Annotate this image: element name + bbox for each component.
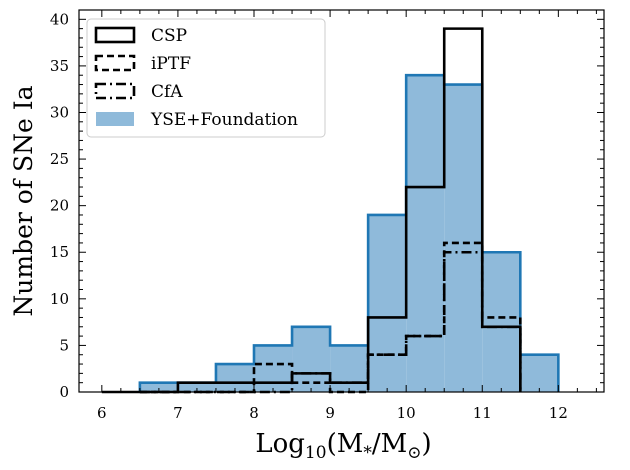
x-tick-label: 7 — [173, 404, 183, 422]
legend-item-iptf: iPTF — [94, 54, 191, 74]
legend-item-cfa: CfA — [94, 82, 183, 102]
y-tick-label: 15 — [50, 243, 69, 261]
yse-foundation-bar — [444, 84, 483, 392]
y-tick-labels: 0 5 10 15 20 25 30 35 40 — [50, 10, 69, 401]
x-label-end: ) — [421, 429, 431, 459]
x-tick-labels: 6 7 8 9 10 11 12 — [97, 404, 568, 422]
legend-item-csp: CSP — [94, 26, 187, 46]
legend-label: CfA — [151, 82, 183, 102]
y-tick-label: 25 — [50, 150, 69, 168]
x-tick-label: 11 — [473, 404, 492, 422]
histogram-bars — [138, 73, 560, 392]
legend-swatch — [94, 54, 136, 72]
y-tick-label: 35 — [50, 57, 69, 75]
y-tick-label: 20 — [50, 197, 69, 215]
legend-item-yse-foundation: YSE+Foundation — [96, 110, 298, 130]
y-tick-label: 10 — [50, 290, 69, 308]
yse-foundation-bar — [482, 252, 521, 392]
x-axis-label: Log10(M*/M⊙) — [255, 429, 431, 463]
legend-label: CSP — [151, 26, 187, 46]
x-tick-label: 10 — [397, 404, 416, 422]
y-axis-label: Number of SNe Ia — [9, 85, 38, 316]
legend-box — [86, 18, 326, 138]
y-tick-label: 5 — [59, 336, 69, 354]
x-tick-label: 8 — [249, 404, 259, 422]
yse-foundation-bar — [292, 326, 331, 392]
yse-foundation-bar — [406, 75, 445, 392]
legend-swatch — [94, 26, 136, 44]
csp-step-line — [101, 27, 522, 394]
plot-frame — [78, 9, 605, 393]
legend-items: CSP iPTF CfA YSE+Foundation — [94, 26, 298, 130]
x-label-sub: 10 — [305, 443, 327, 463]
yse-foundation-bar — [368, 214, 407, 392]
x-label-mid: /M — [372, 429, 407, 459]
x-tick-label: 12 — [549, 404, 568, 422]
yse-foundation-bar — [330, 345, 369, 392]
x-label-base: Log — [255, 429, 305, 459]
yse-foundation-bar — [139, 382, 178, 392]
x-tick-label: 9 — [325, 404, 335, 422]
yse-foundation-bar — [520, 354, 559, 392]
x-label-rest: (M — [327, 429, 364, 459]
y-tick-label: 0 — [59, 383, 69, 401]
y-tick-label: 30 — [50, 103, 69, 121]
x-label-star-sub: * — [363, 443, 372, 463]
legend: CSP iPTF CfA YSE+Foundation — [86, 18, 326, 138]
yse-foundation-bar — [215, 364, 254, 392]
x-label-sun-sub: ⊙ — [407, 443, 421, 463]
axis-ticks — [79, 9, 604, 393]
legend-swatch — [96, 112, 134, 126]
x-tick-label: 6 — [97, 404, 107, 422]
yse-foundation-bar — [254, 345, 293, 392]
legend-label: iPTF — [151, 54, 191, 74]
legend-swatch — [94, 82, 136, 100]
yse-foundation-bar — [177, 382, 216, 392]
y-tick-label: 40 — [50, 10, 69, 28]
legend-label: YSE+Foundation — [150, 110, 298, 130]
